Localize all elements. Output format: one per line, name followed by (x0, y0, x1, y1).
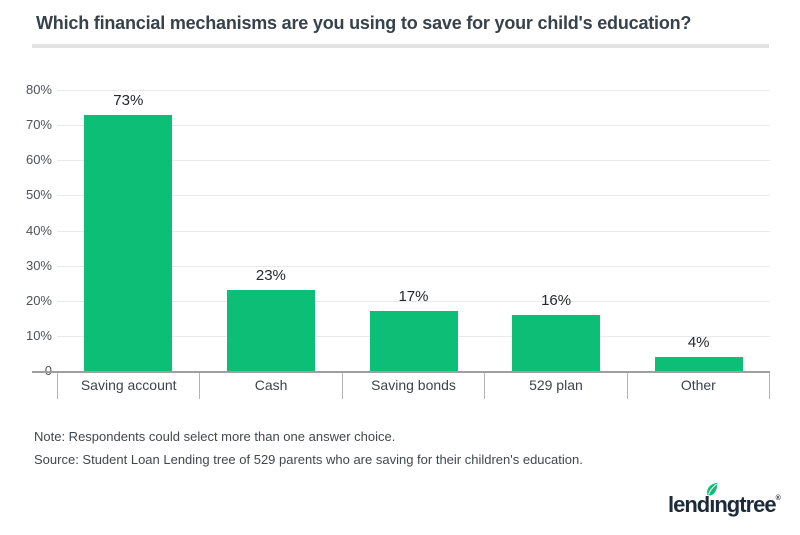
x-tick-label: Cash (199, 373, 341, 399)
logo-text-pre: lend (668, 492, 710, 517)
gridline (57, 195, 770, 197)
gridline (57, 300, 770, 302)
source-text: Source: Student Loan Lending tree of 529… (34, 452, 583, 467)
registered-mark: ® (775, 495, 781, 502)
y-axis-labels: 80% 70% 60% 50% 40% 30% 20% 10% 0 (0, 82, 52, 378)
bar-cash (226, 290, 315, 371)
bar-saving-account (84, 114, 173, 371)
page-title: Which financial mechanisms are you using… (36, 13, 692, 33)
y-tick-label: 80% (25, 82, 52, 97)
y-tick-label: 30% (25, 257, 52, 273)
bar-value-label: 16% (541, 291, 572, 309)
x-tick-label: Saving bonds (341, 373, 484, 399)
y-tick-label: 50% (25, 187, 52, 203)
bar-value-label: 73% (113, 91, 144, 109)
gridline (57, 90, 770, 91)
y-tick-label: 20% (25, 292, 52, 308)
x-tick-label: Saving account (57, 373, 199, 399)
gridline (57, 125, 770, 127)
note-text: Note: Respondents could select more than… (34, 429, 396, 444)
gridline (57, 160, 770, 162)
gridline (57, 265, 770, 267)
bar-value-label: 17% (398, 288, 429, 306)
y-tick-label: 0 (0, 362, 52, 380)
x-tick-label: 529 plan (484, 373, 626, 399)
plot-area: 73% 23% 17% 16% 4% (57, 90, 770, 371)
y-tick-label: 60% (25, 152, 52, 168)
leaf-icon (707, 482, 718, 496)
y-tick-label: 40% (25, 222, 52, 238)
bar-529-plan (512, 314, 601, 371)
bar-value-label: 23% (255, 267, 286, 285)
y-tick-label: 70% (25, 117, 52, 133)
y-tick-label: 10% (25, 327, 52, 343)
bar-other (654, 356, 743, 371)
bar-saving-bonds (369, 311, 458, 371)
lendingtree-logo: lend ıngtree® (668, 482, 781, 518)
logo-letter-i: ı (707, 482, 718, 518)
x-axis-line (32, 371, 770, 373)
bar-value-label: 4% (687, 333, 710, 351)
x-axis-labels: Saving account Cash Saving bonds 529 plan Ot… (57, 373, 771, 399)
x-tick-label: Other (626, 373, 771, 399)
gridline (57, 230, 770, 232)
title-divider (32, 44, 769, 48)
logo-text-post: ngtree (714, 492, 776, 517)
